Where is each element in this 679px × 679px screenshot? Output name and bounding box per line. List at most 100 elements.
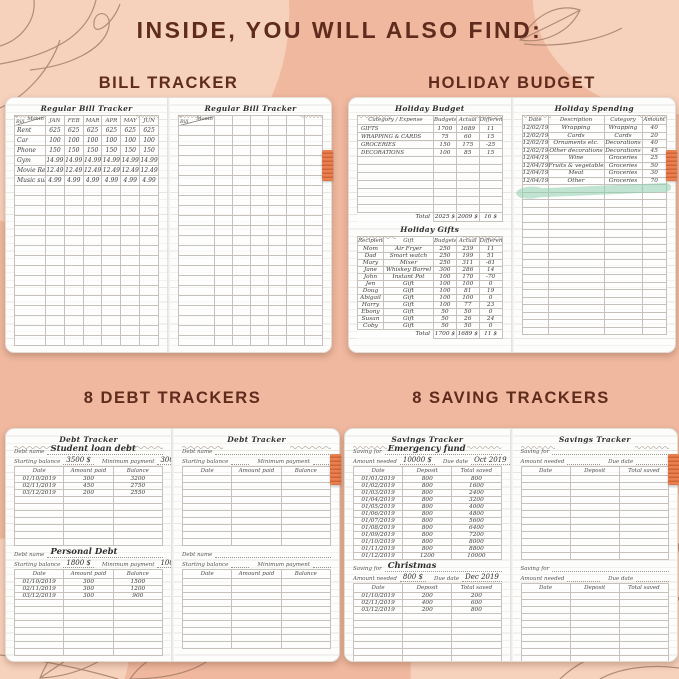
table-row	[178, 135, 323, 146]
field-row: Debt name Student loan debt	[14, 444, 163, 455]
cell-difference: -70	[478, 273, 503, 281]
field-row: Amount needed Due date	[521, 456, 669, 465]
cell-date	[520, 482, 571, 490]
cell-bill	[178, 215, 215, 226]
cell-category: Decorations	[603, 146, 643, 155]
cell-mar	[82, 305, 103, 316]
cell-difference	[478, 204, 503, 213]
cell-date: 03/12/2019	[13, 592, 65, 600]
table-row	[13, 496, 164, 504]
table-row: 12/04/19 Wine Groceries 25	[521, 154, 667, 163]
cell-jan	[214, 275, 233, 286]
cell-mar	[250, 165, 269, 176]
cell-deposit	[569, 552, 620, 560]
table-row	[178, 255, 323, 266]
cell-bill: Rent	[14, 125, 46, 136]
cell-category	[357, 164, 434, 173]
table-row	[357, 156, 503, 165]
table-row	[13, 510, 164, 518]
cell-mar: 4.99	[82, 175, 103, 186]
table-row	[14, 305, 159, 316]
starting-balance-label: Starting balance	[14, 459, 61, 465]
cell-may	[120, 225, 141, 236]
cell-apr	[268, 125, 287, 136]
cell-paid	[63, 503, 114, 511]
cell-date	[352, 620, 404, 628]
table-row	[13, 517, 164, 525]
cell-gift: Gift	[383, 301, 434, 309]
cell-total: 3200	[451, 496, 502, 504]
cell-balance	[280, 599, 332, 607]
cell-paid	[231, 592, 282, 600]
cell-feb	[63, 315, 84, 326]
table-row: 12/04/19 Fruits & vegetables Groceries 50	[521, 161, 667, 170]
cell-amount	[641, 296, 667, 305]
cell-date	[13, 641, 65, 649]
cell-date: 02/11/2019	[352, 599, 404, 607]
cell-total	[618, 606, 670, 614]
cell-amount	[641, 311, 667, 320]
cell-description	[547, 259, 605, 268]
cell-feb	[232, 175, 251, 186]
cell-balance	[112, 606, 164, 614]
cell-jun	[139, 315, 159, 326]
cell-apr	[101, 205, 122, 216]
cell-total: 800	[451, 475, 502, 483]
cell-difference: -61	[478, 259, 503, 267]
table-row	[181, 606, 332, 614]
cell-jun	[304, 175, 323, 186]
cell-jan	[45, 195, 65, 206]
field-row: Amount needed Due date	[521, 573, 669, 582]
cell-mar	[82, 245, 103, 256]
cell-jan	[214, 205, 233, 216]
cell-paid: 300	[63, 592, 114, 600]
cell-date	[352, 627, 404, 635]
cell-jun	[304, 225, 323, 236]
minimum-payment-label: Minimum payment	[257, 459, 310, 465]
amount-needed-value: 800 $	[399, 573, 426, 582]
squiggle-divider	[634, 437, 670, 449]
cell-jun	[139, 245, 159, 256]
cell-date	[520, 503, 571, 511]
cell-jan	[214, 335, 233, 346]
debt-section-personal-debt: Debt name Personal Debt Starting balance…	[13, 547, 171, 656]
cell-total	[618, 552, 670, 560]
cell-date: 01/12/2019	[352, 552, 404, 560]
cell-difference: 19	[478, 287, 503, 295]
cell-date	[520, 641, 571, 649]
saving-for-label: Saving for	[353, 566, 382, 572]
cell-difference	[478, 196, 503, 205]
cell-date	[13, 517, 65, 525]
planner-title: Debt Tracker	[227, 435, 286, 444]
cell-total: 10000	[451, 552, 502, 560]
cell-description	[547, 214, 605, 223]
column-header: Budgeted	[433, 236, 457, 246]
table-row	[14, 245, 159, 256]
cell-feb	[232, 335, 251, 346]
cell-jun	[304, 305, 323, 316]
cell-date	[181, 592, 233, 600]
cell-feb	[232, 245, 251, 256]
column-header: Recipient	[357, 236, 384, 246]
elastic-band	[666, 150, 677, 181]
cell-date: 12/02/19	[521, 131, 549, 140]
cell-description	[547, 251, 605, 260]
cell-mar: 625	[82, 125, 103, 136]
cell-jan	[45, 265, 65, 276]
table-row	[178, 155, 323, 166]
table-row: Abigail Gift 100 100 0	[357, 294, 503, 302]
amount-needed-label: Amount needed	[353, 576, 397, 582]
cell-jan	[214, 215, 233, 226]
cell-jan	[214, 185, 233, 196]
cell-jan	[214, 235, 233, 246]
cell-amount: 30	[641, 169, 667, 178]
gifts-total-row: Total 1700 $ 1689 $ 11 $	[358, 329, 503, 339]
cell-paid: 450	[63, 482, 114, 490]
debt-name-label: Debt name	[182, 449, 213, 455]
cell-deposit	[569, 503, 620, 511]
cell-mar: 100	[82, 135, 103, 146]
cell-budgeted: 300	[433, 266, 457, 274]
cell-balance	[280, 634, 332, 642]
cell-jun	[139, 285, 159, 296]
table-row: 03/12/2019 300 900	[13, 592, 164, 600]
